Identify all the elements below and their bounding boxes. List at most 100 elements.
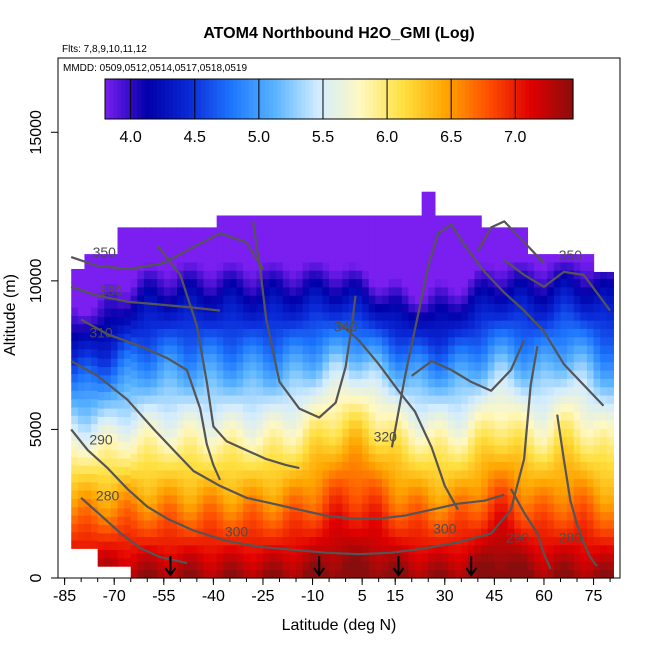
heatmap-cell <box>210 544 218 554</box>
heatmap-cell <box>348 394 357 404</box>
heatmap-cell <box>600 478 608 488</box>
heatmap-cell <box>77 539 86 549</box>
heatmap-cell <box>97 254 105 259</box>
heatmap-cell <box>428 203 436 213</box>
heatmap-cell <box>408 453 416 463</box>
heatmap-cell <box>309 386 317 396</box>
heatmap-cell <box>117 474 125 484</box>
heatmap-cell <box>342 569 350 579</box>
heatmap-cell <box>375 286 383 296</box>
heatmap-cell <box>296 544 304 554</box>
heatmap-cell <box>183 528 191 537</box>
heatmap-cell <box>494 386 502 396</box>
heatmap-cell <box>329 286 337 296</box>
heatmap-cell <box>368 261 376 271</box>
heatmap-cell <box>210 320 218 329</box>
heatmap-cell <box>84 323 92 333</box>
heatmap-cell <box>547 453 555 463</box>
heatmap-cell <box>401 544 410 554</box>
colorbar-swatch <box>489 79 494 119</box>
heatmap-cell <box>481 245 489 255</box>
heatmap-cell <box>157 261 165 271</box>
heatmap-cell <box>249 519 257 529</box>
heatmap-cell <box>408 528 416 537</box>
contour-label: 300 <box>433 520 457 536</box>
heatmap-cell <box>309 544 317 554</box>
heatmap-cell <box>514 345 522 354</box>
heatmap-cell <box>269 278 277 288</box>
heatmap-cell <box>474 403 482 413</box>
heatmap-cell <box>381 478 390 488</box>
heatmap-cell <box>540 528 548 537</box>
heatmap-cell <box>375 394 383 404</box>
heatmap-cell <box>580 428 588 438</box>
heatmap-cell <box>388 228 396 238</box>
heatmap-cell <box>229 544 238 554</box>
heatmap-cell <box>395 215 403 221</box>
heatmap-cell <box>428 211 436 221</box>
heatmap-cell <box>269 245 277 255</box>
heatmap-cell <box>567 254 575 263</box>
heatmap-cell <box>342 245 350 255</box>
heatmap-cell <box>362 536 370 546</box>
heatmap-cell <box>540 419 548 429</box>
heatmap-cell <box>91 307 99 316</box>
heatmap-cell <box>329 503 337 513</box>
heatmap-cell <box>368 228 376 238</box>
heatmap-cell <box>309 253 317 263</box>
heatmap-cell <box>553 419 562 429</box>
heatmap-cell <box>415 245 423 255</box>
heatmap-cell <box>467 528 476 537</box>
heatmap-cell <box>500 561 509 571</box>
heatmap-cell <box>527 444 535 454</box>
heatmap-cell <box>494 403 502 413</box>
heatmap-cell <box>302 511 310 521</box>
heatmap-cell <box>368 478 376 488</box>
heatmap-cell <box>216 370 224 379</box>
heatmap-cell <box>441 403 449 413</box>
heatmap-cell <box>441 253 449 263</box>
heatmap-cell <box>606 428 614 438</box>
heatmap-cell <box>567 345 575 354</box>
heatmap-cell <box>454 394 462 404</box>
heatmap-cell <box>560 345 568 354</box>
heatmap-cell <box>527 511 535 521</box>
heatmap-cell <box>461 478 469 488</box>
heatmap-cell <box>216 295 224 305</box>
heatmap-cell <box>547 270 555 280</box>
heatmap-cell <box>487 228 495 238</box>
heatmap-cell <box>567 519 575 529</box>
heatmap-cell <box>520 286 529 296</box>
heatmap-cell <box>342 428 350 438</box>
colorbar-swatch <box>177 79 182 119</box>
heatmap-cell <box>302 519 310 529</box>
heatmap-cell <box>606 303 614 313</box>
heatmap-cell <box>593 444 601 454</box>
heatmap-cell <box>262 428 271 438</box>
heatmap-cell <box>71 290 79 300</box>
heatmap-cell <box>401 228 410 238</box>
heatmap-cell <box>395 228 403 238</box>
heatmap-cell <box>368 295 376 305</box>
heatmap-cell <box>177 503 185 513</box>
heatmap-cell <box>130 328 138 338</box>
colorbar-swatch <box>517 79 522 119</box>
heatmap-cell <box>143 561 152 571</box>
heatmap-cell <box>329 215 337 221</box>
heatmap-cell <box>395 295 403 305</box>
heatmap-cell <box>388 494 396 504</box>
heatmap-cell <box>540 411 548 421</box>
heatmap-cell <box>309 295 317 305</box>
heatmap-cell <box>348 245 357 255</box>
heatmap-cell <box>302 353 310 363</box>
heatmap-cell <box>355 403 363 413</box>
heatmap-cell <box>302 386 310 396</box>
heatmap-cell <box>448 411 456 421</box>
heatmap-cell <box>322 503 330 513</box>
heatmap-cell <box>375 478 383 488</box>
heatmap-cell <box>454 378 462 388</box>
heatmap-cell <box>593 453 601 463</box>
heatmap-cell <box>157 345 165 354</box>
heatmap-cell <box>540 378 548 388</box>
heatmap-cell <box>117 491 125 501</box>
